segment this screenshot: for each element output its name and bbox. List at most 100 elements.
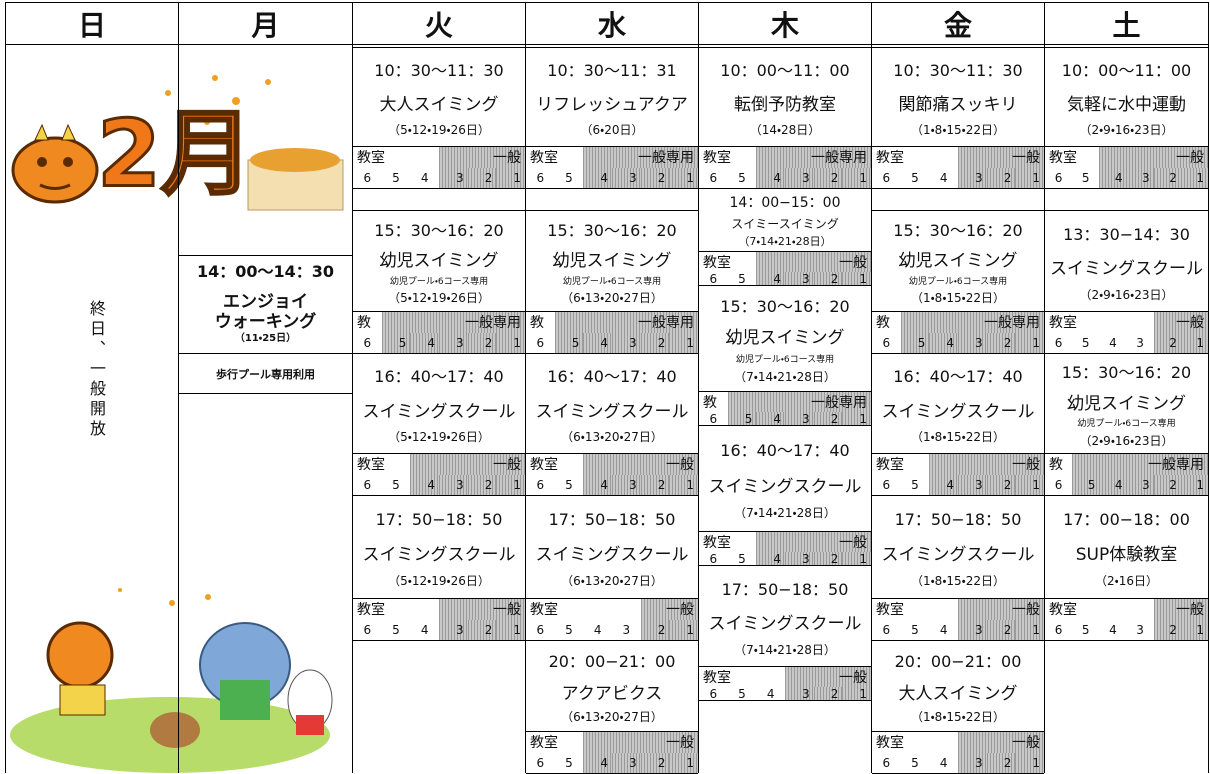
session-text: 10：00〜11：00 転倒予防教室 （14・28日） — [699, 48, 871, 146]
dates: （7・14・21・28日） — [734, 506, 836, 521]
dates: （7・14・21・28日） — [738, 235, 832, 248]
session-text: 16：40〜17：40 スイミングスクール （7・14・21・28日） — [699, 426, 871, 531]
session-text: 16：40〜17：40 スイミングスクール （5・12・19・26日） — [353, 354, 525, 453]
lane-bar: 教室 一般専用 6 5 4 3 2 1 — [526, 146, 698, 188]
lane-number: 4 — [583, 752, 612, 773]
class-name: エンジョイ — [223, 291, 308, 312]
general-label: 一般 — [583, 454, 698, 475]
lane-number: 1 — [1015, 619, 1044, 640]
lane-number: 5 — [1081, 622, 1090, 637]
lane-number: 5 — [911, 622, 919, 637]
lane-number: 4 — [939, 622, 948, 637]
lane-number: 1 — [1015, 474, 1044, 495]
session-text: 16：40〜17：40 スイミングスクール （1・8・15・22日） — [872, 354, 1044, 453]
lane-number: 4 — [593, 622, 602, 637]
lane-number: 5 — [565, 477, 573, 492]
lane-number: 3 — [784, 552, 814, 565]
class-note: 幼児プール・6コース専用 — [735, 354, 835, 365]
lane-number: 2 — [986, 752, 1016, 773]
dates: （11・25日） — [234, 332, 297, 344]
lane-number: 2 — [467, 167, 497, 188]
lane-bar: 教一般専用 6 5 4 3 2 1 — [1045, 453, 1208, 495]
lane-number: 4 — [1109, 335, 1117, 350]
lane-bar: 教室 一般 6 5 4 3 2 1 — [1045, 311, 1208, 353]
lane-number: 1 — [842, 552, 871, 565]
dates: （1・8・15・22日） — [910, 429, 1006, 444]
session-text: 10：30〜11：30 関節痛スッキリ （1・8・15・22日） — [872, 48, 1044, 146]
lane-number: 1 — [1180, 167, 1208, 188]
classroom-label: 教室 — [1049, 150, 1077, 167]
session-text: 17：50−18：50 スイミングスクール （1・8・15・22日） — [872, 496, 1044, 598]
lane-bar: 教室 一般 6 5 4 3 2 1 — [699, 531, 871, 565]
lane-bar: 教一般専用 6 5 4 3 2 1 — [872, 311, 1044, 353]
classroom-label: 教室 — [530, 150, 558, 167]
time: 16：40〜17：40 — [720, 440, 850, 460]
class-name: スイミングスクール — [1050, 259, 1203, 279]
lane-number: 6 — [536, 755, 545, 770]
session-cell: 17：50−18：50 スイミングスクール （1・8・15・22日） 教室 一般 6 5 4 3… — [872, 495, 1044, 641]
day-column: 10：00〜11：00 転倒予防教室 （14・28日） 教室 一般専用 6 5 4 3 2 1 14：… — [698, 45, 872, 773]
lane-number: 3 — [1136, 335, 1144, 350]
classroom-label: 教室 — [530, 602, 558, 619]
day-column: 10：30〜11：30 大人スイミング （5・12・19・26日） 教室 一般 6 5 4 3 2… — [352, 45, 526, 773]
lane-number: 1 — [669, 619, 698, 640]
lane-number: 3 — [784, 412, 814, 425]
lane-number: 5 — [738, 170, 746, 185]
classroom-label: 教室 — [876, 602, 904, 619]
lane-number: 5 — [738, 272, 746, 286]
general-label: 一般専用 — [381, 312, 525, 333]
general-label: 一般 — [957, 732, 1044, 753]
time: 15：30〜16：20 — [374, 220, 504, 240]
oni-face-top — [11, 123, 99, 204]
lane-number: 2 — [986, 474, 1016, 495]
lane-number: 3 — [784, 687, 814, 700]
dates: （1・8・15・22日） — [910, 574, 1006, 588]
lane-number: 5 — [727, 412, 757, 425]
monday-name-cell: エンジョイ ウォーキング （11・25日） — [179, 283, 352, 354]
lane-number: 2 — [813, 687, 843, 700]
session-cell: 15：30〜16：20 幼児スイミング 幼児プール・6コース専用 （6・13・20・2… — [526, 210, 698, 354]
dates: （6・20日） — [580, 123, 644, 137]
day-column: 10：30〜11：31 リフレッシュアクア （6・20日） 教室 一般専用 6 5 4 3 2 1 1… — [525, 45, 699, 774]
lane-bar: 教室 一般 6 5 4 3 2 1 — [353, 146, 525, 188]
lane-number: 2 — [1153, 474, 1181, 495]
lane-number: 1 — [496, 619, 525, 640]
lane-number: 2 — [986, 332, 1016, 353]
lane-number: 5 — [554, 332, 584, 353]
classroom-label: 教 — [357, 315, 371, 332]
classroom-label: 教室 — [357, 602, 385, 619]
class-name: 関節痛スッキリ — [898, 95, 1018, 115]
lane-number: 3 — [957, 474, 987, 495]
dates: （6・13・20・27日） — [561, 574, 663, 588]
lane-number: 2 — [813, 552, 843, 565]
class-name: 幼児スイミング — [552, 251, 672, 272]
session-cell: 16：40〜17：40 スイミングスクール （1・8・15・22日） 教室 一般 6 5 4 3… — [872, 353, 1044, 496]
general-label: 一般 — [1153, 599, 1208, 620]
session-text: 10：00〜11：00 気軽に水中運動 （2・9・16・23日） — [1045, 48, 1208, 146]
lane-number: 4 — [420, 622, 429, 637]
lane-number: 5 — [565, 170, 573, 185]
lane-number: 3 — [611, 167, 641, 188]
time: 13：30−14：30 — [1063, 224, 1190, 244]
lane-bar: 教室 一般 6 5 4 3 2 1 — [872, 731, 1044, 773]
lane-number: 6 — [709, 170, 718, 185]
lane-bar: 教室 一般 6 5 4 3 2 1 — [526, 731, 698, 773]
time: 15：30〜16：20 — [547, 220, 677, 240]
lane-number: 2 — [813, 272, 843, 285]
day-header: 木 — [698, 2, 872, 45]
lane-number: 6 — [882, 170, 891, 185]
lane-number: 4 — [756, 167, 785, 188]
lane-number: 6 — [882, 477, 891, 492]
classroom-label: 教室 — [530, 457, 558, 474]
class-note: 幼児プール・6コース専用 — [562, 276, 662, 287]
lane-number: 4 — [929, 474, 958, 495]
lane-number: 2 — [640, 752, 670, 773]
lane-number: 3 — [622, 622, 631, 637]
lane-number: 6 — [363, 170, 372, 185]
lane-number: 5 — [738, 552, 746, 566]
session-text: 10：30〜11：31 リフレッシュアクア （6・20日） — [526, 48, 698, 146]
lane-number: 6 — [882, 755, 891, 770]
lane-number: 6 — [882, 622, 891, 637]
session-cell: 15：30〜16：20 幼児スイミング 幼児プール・6コース専用 （1・8・15・22… — [872, 210, 1044, 354]
